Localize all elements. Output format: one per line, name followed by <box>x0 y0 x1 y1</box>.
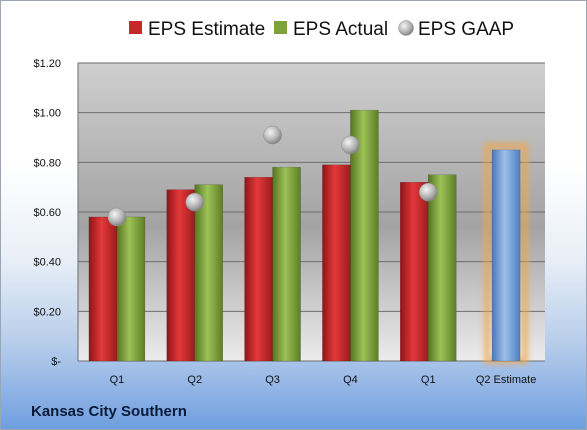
y-tick-label: $1.00 <box>33 108 61 120</box>
company-name: Kansas City Southern <box>31 403 187 420</box>
legend-label: EPS GAAP <box>418 19 514 40</box>
bar-eps-estimate <box>166 189 195 362</box>
y-tick-label: $- <box>51 356 61 368</box>
marker-eps-gaap <box>107 207 127 227</box>
bar-eps-estimate <box>244 176 273 362</box>
bar-eps-actual <box>194 184 223 362</box>
x-tick-label: Q2 Estimate <box>476 374 537 386</box>
bar-eps-actual <box>272 167 301 362</box>
marker-eps-gaap <box>185 192 204 212</box>
y-tick-label: $0.80 <box>33 157 61 169</box>
bar-eps-actual <box>428 174 457 362</box>
eps-chart: $- $0.20 $0.40 $0.60 $0.80 $1.00 $1.20 Q1 Q2 Q3 Q… <box>33 19 545 386</box>
bar-eps-estimate <box>322 164 351 362</box>
legend-swatch <box>398 20 414 36</box>
y-tick-label: $0.20 <box>33 306 61 318</box>
x-tick-label: Q1 <box>421 374 436 386</box>
y-tick-label: $1.20 <box>33 58 61 70</box>
bar-eps-actual <box>116 216 146 362</box>
legend-swatch <box>274 21 287 34</box>
marker-eps-gaap <box>419 182 438 202</box>
x-tick-label: Q1 <box>110 374 125 386</box>
legend-swatch <box>129 21 142 34</box>
marker-eps-gaap <box>263 125 282 145</box>
y-tick-label: $0.60 <box>33 207 61 219</box>
bar-eps-estimate <box>88 216 118 362</box>
marker-eps-gaap <box>341 135 360 155</box>
legend-label: EPS Estimate <box>148 19 265 40</box>
bar-q2-estimate <box>491 149 521 362</box>
x-tick-label: Q3 <box>265 374 280 386</box>
bar-eps-estimate <box>400 181 429 362</box>
legend-label: EPS Actual <box>293 19 388 40</box>
x-tick-label: Q2 <box>187 374 202 386</box>
y-tick-label: $0.40 <box>33 257 61 269</box>
x-tick-label: Q4 <box>343 374 358 386</box>
